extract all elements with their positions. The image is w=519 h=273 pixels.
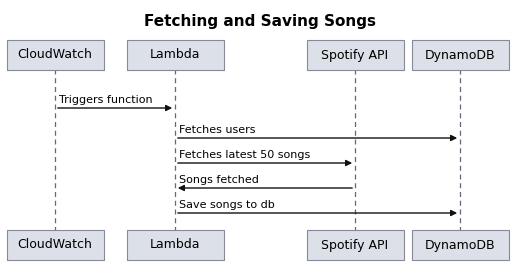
FancyBboxPatch shape <box>127 40 224 70</box>
Text: DynamoDB: DynamoDB <box>425 49 495 61</box>
Text: Fetching and Saving Songs: Fetching and Saving Songs <box>143 14 376 29</box>
Text: Lambda: Lambda <box>150 49 200 61</box>
Text: Fetches latest 50 songs: Fetches latest 50 songs <box>179 150 310 160</box>
Text: CloudWatch: CloudWatch <box>18 49 92 61</box>
Text: Triggers function: Triggers function <box>59 95 153 105</box>
FancyBboxPatch shape <box>307 40 403 70</box>
Text: Spotify API: Spotify API <box>321 49 389 61</box>
Text: Spotify API: Spotify API <box>321 239 389 251</box>
FancyBboxPatch shape <box>7 40 103 70</box>
FancyBboxPatch shape <box>307 230 403 260</box>
FancyBboxPatch shape <box>412 230 509 260</box>
FancyBboxPatch shape <box>7 230 103 260</box>
Text: DynamoDB: DynamoDB <box>425 239 495 251</box>
Text: Save songs to db: Save songs to db <box>179 200 275 210</box>
FancyBboxPatch shape <box>412 40 509 70</box>
Text: CloudWatch: CloudWatch <box>18 239 92 251</box>
Text: Fetches users: Fetches users <box>179 125 255 135</box>
Text: Lambda: Lambda <box>150 239 200 251</box>
FancyBboxPatch shape <box>127 230 224 260</box>
Text: Songs fetched: Songs fetched <box>179 175 259 185</box>
